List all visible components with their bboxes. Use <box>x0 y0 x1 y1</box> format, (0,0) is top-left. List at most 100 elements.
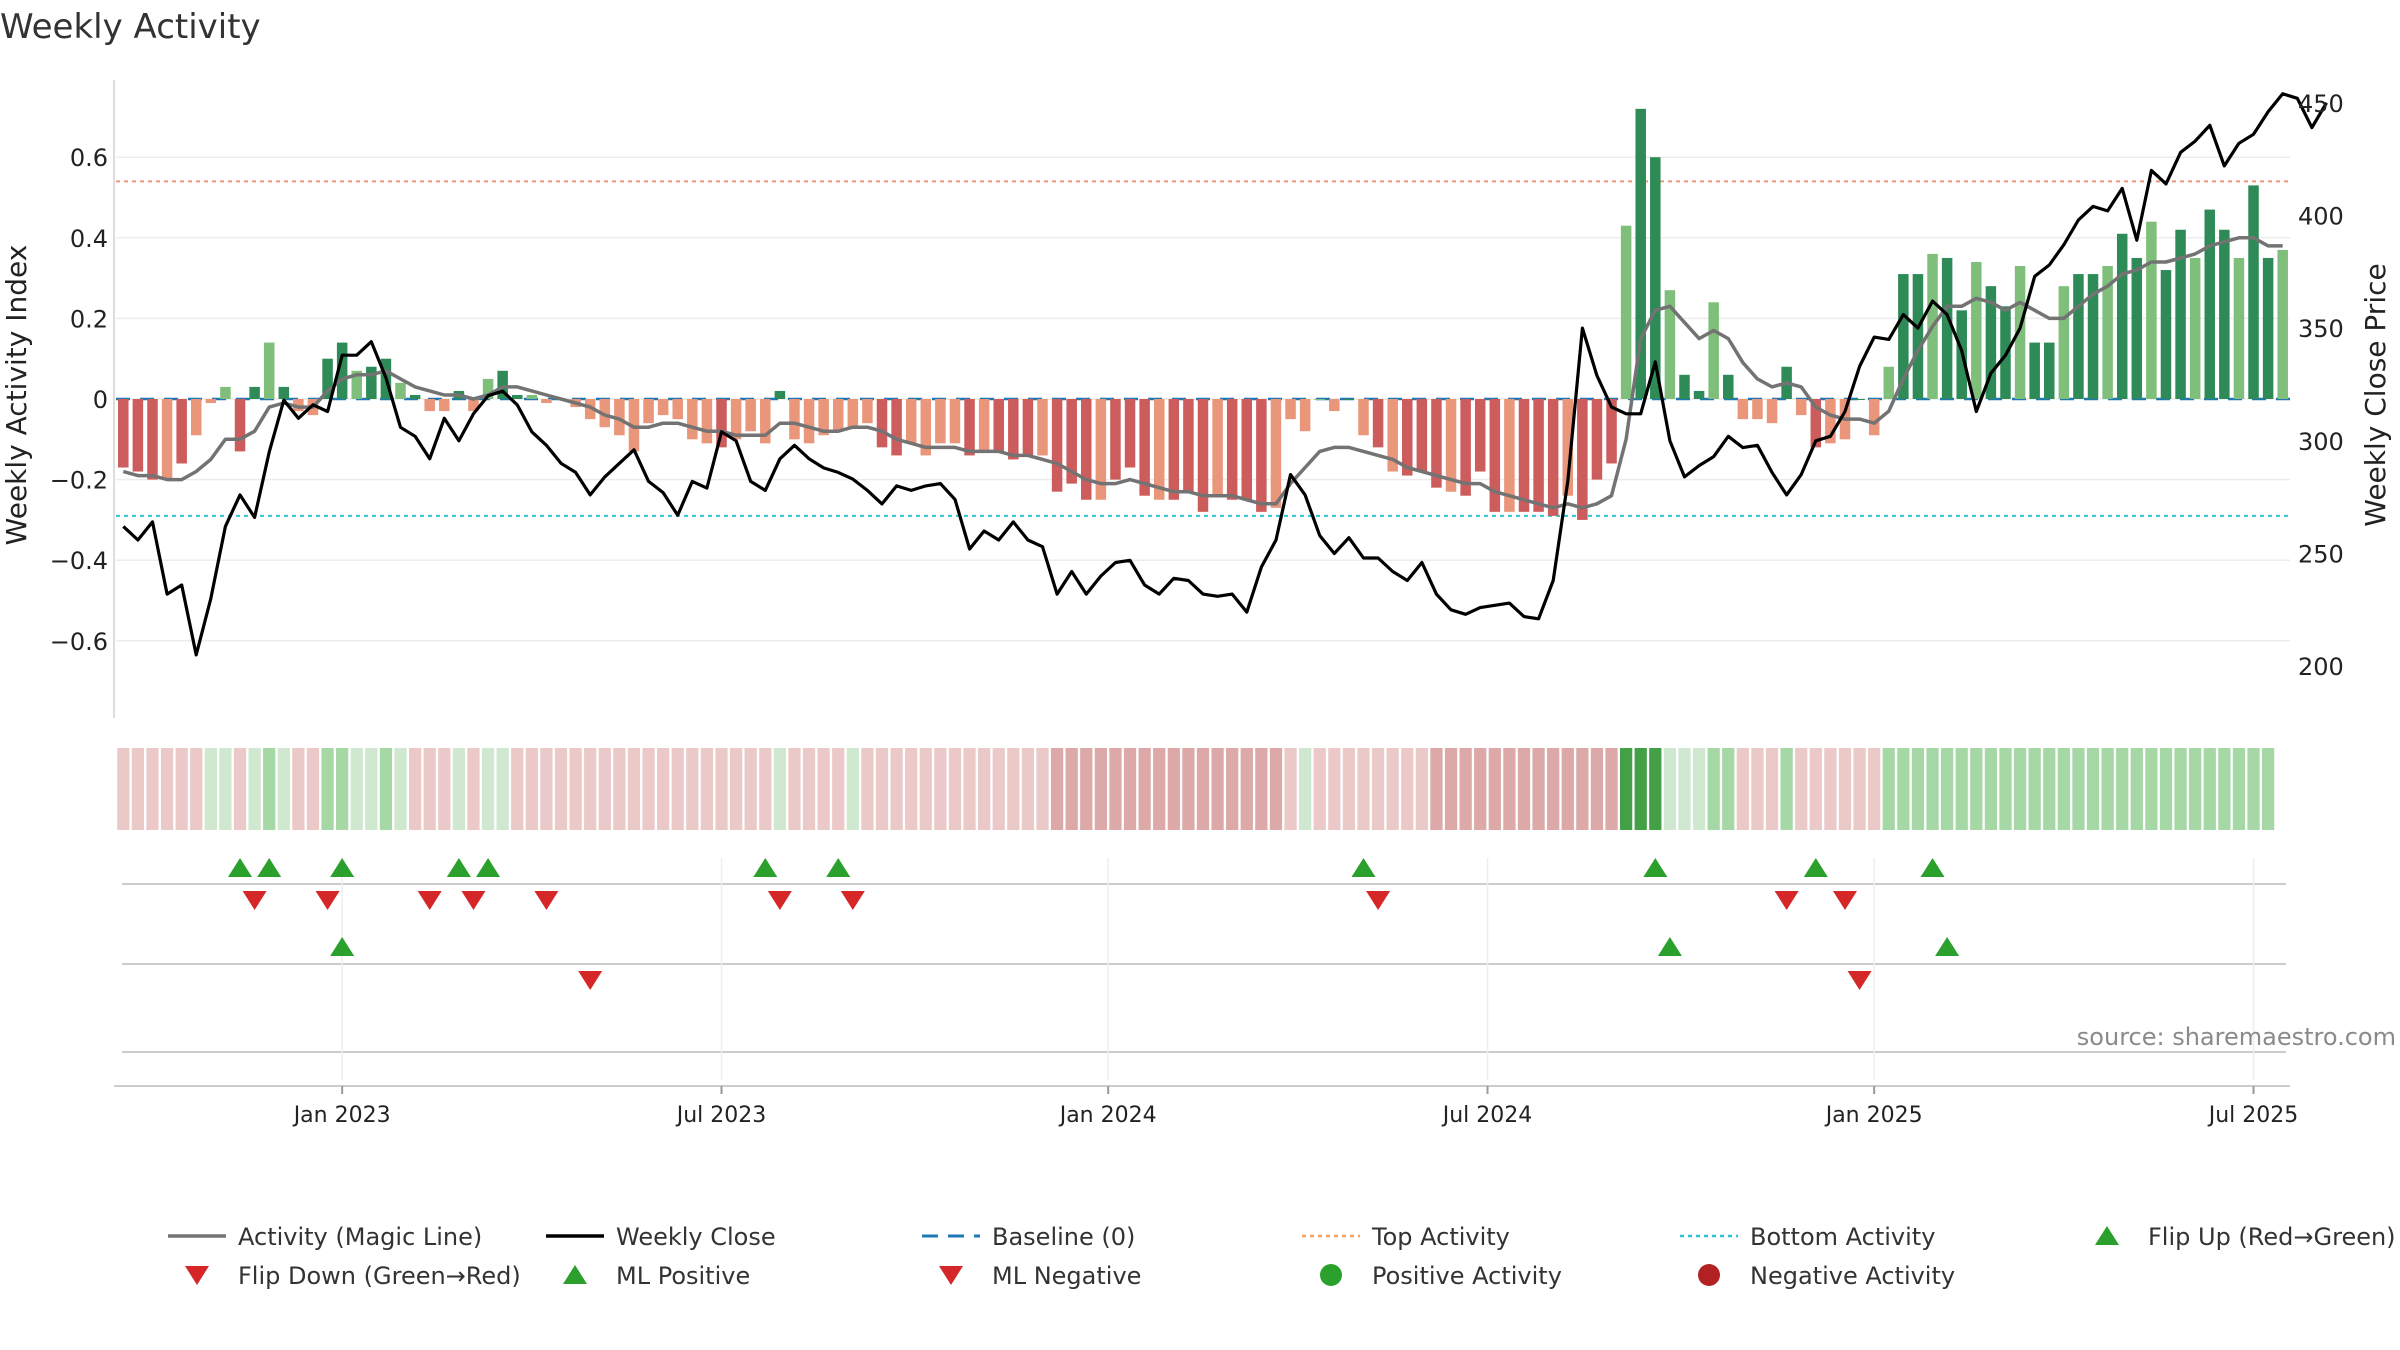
flip-down-marker <box>461 891 486 910</box>
activity-bar <box>716 399 727 448</box>
legend-item: Activity (Magic Line) <box>168 1223 482 1251</box>
activity-band-cell <box>1488 748 1501 830</box>
activity-bar <box>1183 399 1194 492</box>
activity-bar <box>1110 399 1121 480</box>
activity-band-cell <box>321 748 334 830</box>
activity-bar <box>1460 399 1471 496</box>
activity-band-cell <box>686 748 699 830</box>
activity-bar <box>1898 274 1909 399</box>
activity-bar <box>2175 229 2186 399</box>
legend-swatch-triangle-up <box>2095 1226 2119 1245</box>
activity-band-cell <box>1984 748 1998 830</box>
activity-bar <box>964 399 975 456</box>
activity-bar <box>1985 286 1997 399</box>
flip-down-marker <box>1774 891 1799 910</box>
activity-bar <box>1854 399 1865 400</box>
activity-band-cell <box>1853 748 1866 830</box>
ml-positive-marker <box>1935 937 1960 956</box>
activity-band-cell <box>729 748 743 830</box>
ml-negative-marker <box>1847 971 1872 990</box>
activity-band-cell <box>2232 748 2246 830</box>
legend: Activity (Magic Line) Weekly Close Baselin… <box>168 1223 2396 1290</box>
flip-down-marker <box>534 891 559 910</box>
legend-item: ML Positive <box>563 1262 750 1290</box>
activity-band-cell <box>1182 748 1195 830</box>
activity-band-cell <box>1619 748 1633 830</box>
activity-band-cell <box>2101 748 2114 830</box>
activity-bar <box>1693 390 1705 399</box>
activity-band-cell <box>481 748 495 830</box>
activity-bar <box>2204 209 2216 399</box>
activity-band-cell <box>379 748 393 830</box>
activity-band-cell <box>861 748 874 830</box>
weekly-close-series <box>122 92 2328 657</box>
activity-band-cell <box>875 748 889 830</box>
legend-label: Negative Activity <box>1750 1262 1955 1290</box>
activity-bar <box>1124 399 1136 468</box>
activity-band-cell <box>394 748 407 830</box>
activity-bar <box>1474 399 1486 472</box>
activity-band-cell <box>1634 748 1647 830</box>
legend-item: Negative Activity <box>1698 1262 1955 1290</box>
activity-band-cell <box>1911 748 1925 830</box>
activity-bar <box>2233 257 2245 399</box>
activity-band-cell <box>1882 748 1895 830</box>
activity-band-cell <box>1269 748 1283 830</box>
activity-band-cell <box>1342 748 1356 830</box>
activity-bar <box>1504 399 1515 512</box>
y-left-tick-label: −0.4 <box>50 547 108 575</box>
activity-bar <box>395 382 406 399</box>
activity-bar <box>1095 399 1107 500</box>
activity-band-cell <box>1751 748 1764 830</box>
activity-band-cell <box>1196 748 1210 830</box>
activity-band-cell <box>963 748 976 830</box>
activity-band-cell <box>598 748 611 830</box>
activity-bar <box>161 399 173 480</box>
activity-band-cell <box>890 748 903 830</box>
x-axis: Jan 2023 Jul 2023 Jan 2024 Jul 2024 Jan 2025… <box>114 1085 2298 1128</box>
activity-band-cell <box>1970 748 1983 830</box>
activity-bar <box>1577 399 1588 520</box>
activity-bar <box>1941 257 1953 399</box>
activity-band-cell <box>642 748 655 830</box>
activity-bar <box>132 399 144 472</box>
activity-bar <box>1270 399 1282 508</box>
activity-band-cell <box>365 748 378 830</box>
activity-band-cell <box>1517 748 1531 830</box>
legend-swatch-triangle-up <box>563 1265 587 1284</box>
activity-bar <box>1708 302 1719 399</box>
activity-band-cell <box>117 748 130 830</box>
activity-bar <box>2248 185 2259 399</box>
activity-band-cell <box>1371 748 1385 830</box>
flip-up-marker <box>826 858 851 877</box>
legend-item: Flip Up (Red→Green) <box>2095 1223 2396 1251</box>
activity-band-cell <box>846 748 859 830</box>
activity-band-cell <box>467 748 480 830</box>
activity-bar <box>482 378 494 399</box>
activity-bar <box>468 399 479 412</box>
activity-band-cell <box>2174 748 2187 830</box>
activity-band-cell <box>423 748 436 830</box>
legend-label: ML Positive <box>616 1262 750 1290</box>
flip-up-marker <box>446 858 471 877</box>
activity-band-cell <box>1722 748 1735 830</box>
activity-band-cell <box>773 748 787 830</box>
activity-bar <box>949 399 961 444</box>
activity-band-cell <box>2261 748 2275 830</box>
y-right-tick-label: 450 <box>2298 90 2344 118</box>
activity-band-cell <box>1765 748 1779 830</box>
activity-bar <box>978 399 990 452</box>
activity-bar <box>643 399 654 424</box>
activity-band-cell <box>1795 748 1808 830</box>
activity-bar <box>541 399 552 404</box>
activity-bar <box>147 399 158 480</box>
activity-bar <box>1256 399 1267 512</box>
x-tick-label: Jan 2024 <box>1058 1103 1157 1128</box>
activity-band-cell <box>1532 748 1545 830</box>
activity-bar <box>614 399 625 436</box>
flip-down-marker <box>242 891 267 910</box>
activity-bar <box>1679 374 1690 399</box>
activity-bar <box>176 399 187 464</box>
activity-bar <box>1518 399 1530 512</box>
